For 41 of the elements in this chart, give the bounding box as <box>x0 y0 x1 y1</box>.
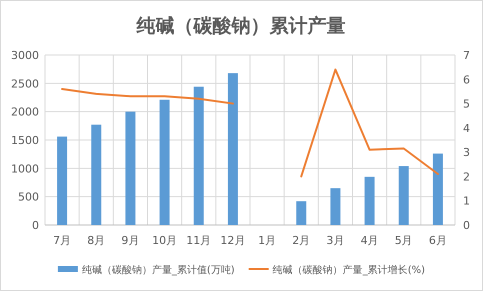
legend-label: 纯碱（碳酸钠）产量_累计值(万吨) <box>82 264 235 276</box>
bar <box>330 188 340 225</box>
bar <box>160 100 170 225</box>
y-tick-label: 3000 <box>11 49 39 62</box>
bar <box>364 176 375 225</box>
y-tick-label: 1000 <box>11 162 39 176</box>
y2-tick-label: 3 <box>463 146 470 160</box>
bar <box>91 124 102 225</box>
y2-tick-label: 4 <box>463 122 470 135</box>
y2-tick-label: 0 <box>463 219 470 232</box>
x-tick-label: 9月 <box>121 234 140 247</box>
x-tick-label: 8月 <box>87 234 106 247</box>
x-tick-label: 7月 <box>53 234 72 247</box>
bar <box>398 166 409 225</box>
y-tick-label: 2500 <box>11 77 39 90</box>
bar <box>228 73 238 225</box>
bar <box>432 154 443 225</box>
chart-title: 纯碱（碳酸钠）累计产量 <box>136 15 346 37</box>
y-tick-label: 2000 <box>11 106 39 119</box>
y2-tick-label: 2 <box>463 170 470 184</box>
bar <box>296 201 306 225</box>
x-tick-label: 3月 <box>326 234 344 247</box>
y2-tick-label: 7 <box>463 49 470 62</box>
x-tick-label: 11月 <box>186 234 212 247</box>
x-tick-label: 5月 <box>394 234 413 247</box>
x-tick-label: 10月 <box>152 234 178 247</box>
y2-tick-label: 5 <box>463 98 470 111</box>
x-tick-label: 6月 <box>428 234 447 247</box>
y2-tick-label: 6 <box>463 73 470 86</box>
legend-label: 纯碱（碳酸钠）产量_累计增长(%) <box>272 264 426 276</box>
x-tick-label: 4月 <box>360 234 379 247</box>
x-tick-label: 1月 <box>258 234 276 247</box>
y2-tick-label: 1 <box>463 194 470 208</box>
bar <box>194 86 204 225</box>
x-tick-label: 12月 <box>220 234 246 247</box>
x-tick-label: 2月 <box>292 234 310 247</box>
y-tick-label: 1500 <box>11 134 39 147</box>
bar <box>57 136 68 225</box>
bar <box>125 112 136 225</box>
y-tick-label: 0 <box>32 219 39 232</box>
y-tick-label: 500 <box>18 190 39 204</box>
